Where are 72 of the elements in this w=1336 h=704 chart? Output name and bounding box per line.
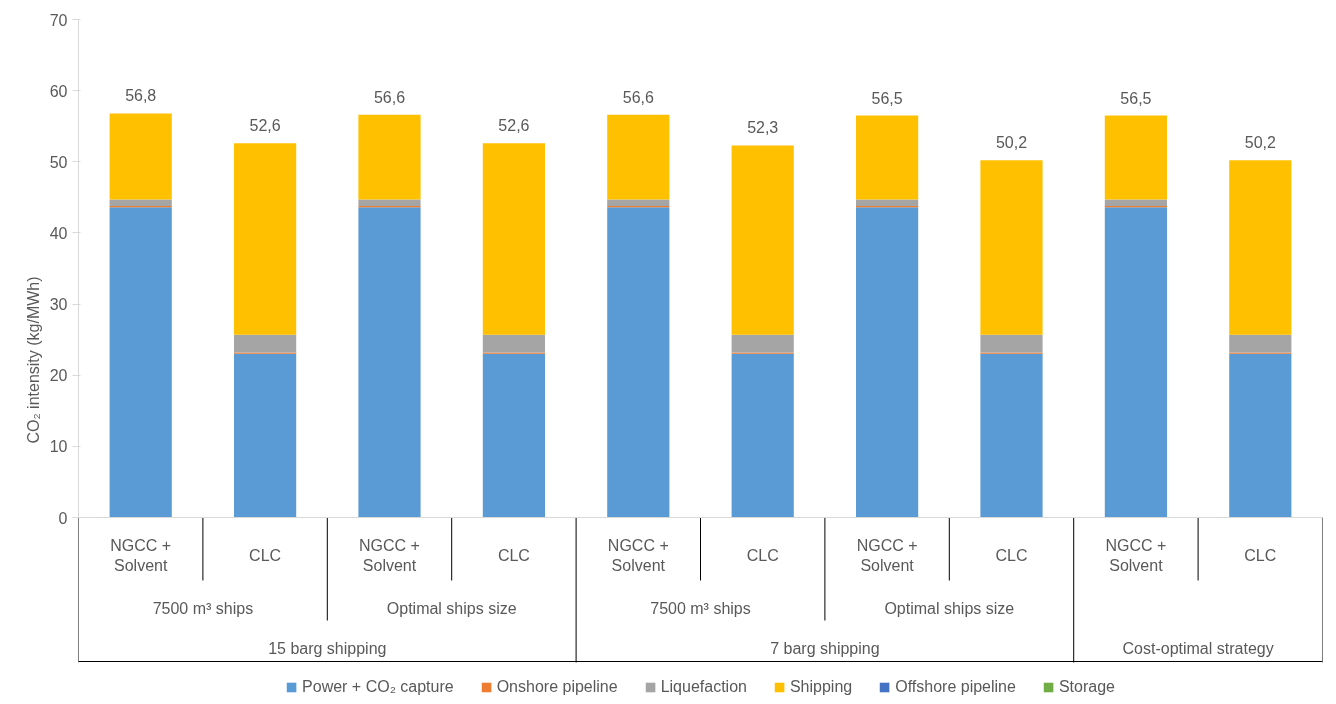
bar [358,199,421,206]
total-label: 56,8 [125,87,157,105]
legend-label: Shipping [789,678,853,696]
x-tick-label: CLC [1244,547,1277,564]
y-axis-title: CO₂ intensity (kg/MWh) [24,276,42,444]
x-tick-label: NGCC + Solvent [110,537,172,574]
bar [1104,207,1167,518]
y-tick-label: 10 [49,438,68,456]
bar [1229,353,1292,518]
legend-label: Offshore pipeline [895,678,1016,696]
bar [234,353,297,518]
y-tick-label: 0 [58,509,68,527]
x-tick-label: NGCC + Solvent [359,537,420,574]
bar [1229,334,1292,353]
bar [980,353,1043,518]
bar [731,145,794,335]
total-label: 50,2 [995,134,1028,152]
total-label: 56,6 [373,88,406,106]
total-label: 52,3 [747,119,779,137]
y-tick-label: 40 [49,224,68,242]
bar [482,334,545,353]
bar [109,199,172,206]
x-tick-label: CLC [249,547,282,564]
y-tick-label: 50 [49,153,68,171]
bar [607,199,670,206]
text: 7500 m³ ships [650,600,751,617]
bar [856,207,919,518]
bar [109,113,172,200]
x-tick-label: NGCC + Solvent [607,537,669,574]
total-label: 56,6 [622,88,654,106]
text: 7 barg shipping [770,640,880,657]
bar [482,143,545,335]
total-label: 56,5 [871,89,903,107]
text: Optimal ships size [884,600,1015,617]
text: 15 barg shipping [268,640,387,657]
legend-label: Liquefaction [660,678,747,696]
bar [856,199,919,206]
bar [358,207,421,518]
bar [109,207,172,518]
y-tick-label: 70 [49,11,68,29]
y-tick-label: 20 [49,367,68,385]
bar [1104,199,1167,206]
bar [731,353,794,518]
x-tick-label: CLC [497,547,530,564]
bar [607,114,670,200]
total-label: 52,6 [249,117,281,135]
text: Optimal ships size [386,600,517,617]
bar [980,160,1043,335]
total-label: 52,6 [498,117,530,135]
text: 7500 m³ ships [152,600,254,617]
x-tick-label: NGCC + Solvent [1105,537,1167,574]
bar [980,334,1043,353]
x-tick-label: NGCC + Solvent [856,537,918,574]
bar [607,207,670,518]
bar [856,115,919,200]
bar [1229,160,1292,335]
y-tick-label: 30 [49,296,68,314]
x-tick-label: CLC [746,547,779,564]
legend-label: Power + CO₂ capture [302,678,454,696]
legend-label: Onshore pipeline [496,678,618,696]
bar [731,334,794,353]
text: Cost-optimal strategy [1122,640,1274,657]
total-label: 56,5 [1120,89,1152,107]
bar [1104,115,1167,200]
bar [358,114,421,200]
bar [234,143,297,335]
bar [482,353,545,518]
y-tick-label: 60 [49,82,68,100]
total-label: 50,2 [1244,134,1276,152]
bar [234,334,297,353]
legend-label: Storage [1058,678,1115,696]
x-tick-label: CLC [995,547,1028,564]
